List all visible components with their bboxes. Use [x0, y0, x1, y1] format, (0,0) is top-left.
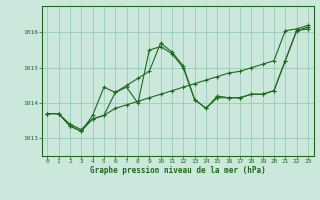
X-axis label: Graphe pression niveau de la mer (hPa): Graphe pression niveau de la mer (hPa) [90, 166, 266, 175]
